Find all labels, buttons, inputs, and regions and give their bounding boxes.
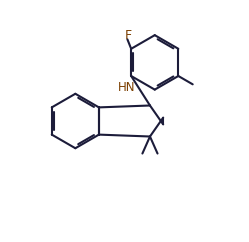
Text: F: F: [124, 29, 132, 42]
Text: HN: HN: [118, 81, 135, 94]
